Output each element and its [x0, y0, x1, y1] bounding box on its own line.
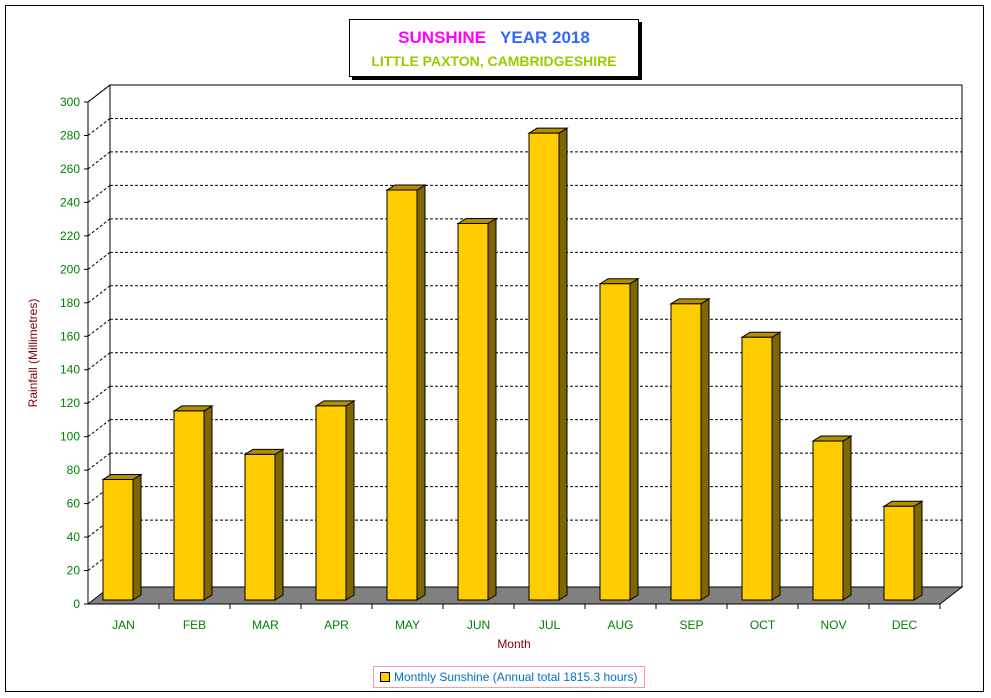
x-tick-label: DEC [892, 618, 918, 632]
bar-side [203, 405, 213, 601]
bar-oct [740, 331, 782, 601]
bar [173, 410, 205, 601]
x-tick-label: APR [324, 618, 349, 632]
x-axis-title: Month [497, 637, 530, 651]
x-tick-label: NOV [820, 618, 846, 632]
title-box: SUNSHINE YEAR 2018 LITTLE PAXTON, CAMBRID… [349, 19, 639, 77]
grid-line-side [87, 318, 111, 337]
bar [812, 440, 844, 601]
bar-mar [243, 448, 285, 601]
bar-side [700, 297, 710, 601]
grid-line-side [87, 419, 111, 438]
bar-side [487, 217, 497, 601]
y-tick-label: 0 [73, 597, 80, 611]
bar-side [345, 399, 355, 601]
bar-side [771, 331, 781, 601]
bar [315, 405, 347, 601]
bar-aug [598, 277, 640, 601]
y-tick-label: 40 [67, 530, 81, 544]
chart-subtitle: LITTLE PAXTON, CAMBRIDGESHIRE [371, 53, 617, 69]
x-tick-label: AUG [607, 618, 633, 632]
y-tick-label: 240 [60, 195, 80, 209]
legend: Monthly Sunshine (Annual total 1815.3 ho… [373, 666, 645, 688]
bar-nov [811, 435, 853, 601]
chart-title: SUNSHINE YEAR 2018 [350, 28, 638, 48]
grid-line-side [87, 285, 111, 304]
y-tick-label: 80 [67, 463, 81, 477]
bar-dec [882, 500, 924, 601]
y-tick-label: 300 [60, 95, 80, 109]
y-tick-label: 120 [60, 396, 80, 410]
grid-line-side [87, 452, 111, 471]
bar-jun [456, 217, 498, 601]
grid-line-side [87, 352, 111, 371]
x-tick-label: SEP [679, 618, 703, 632]
x-tick-label: JUL [539, 618, 561, 632]
bar [102, 479, 134, 601]
bar-may [385, 184, 427, 601]
y-axis-title: Rainfall (Millimetres) [26, 299, 40, 408]
bar-side [913, 500, 923, 601]
y-tick-label: 220 [60, 229, 80, 243]
grid-line-side [87, 185, 111, 203]
legend-swatch [380, 672, 390, 682]
bar-jul [527, 127, 569, 601]
y-tick-label: 180 [60, 296, 80, 310]
bar-jan [101, 473, 143, 601]
y-tick-label: 140 [60, 363, 80, 377]
bar [528, 132, 560, 601]
bar-side [558, 127, 568, 601]
x-tick-label: FEB [183, 618, 206, 632]
y-tick-label: 100 [60, 430, 80, 444]
y-tick-label: 260 [60, 162, 80, 176]
grid-line-side [87, 218, 111, 237]
bar-side [842, 435, 852, 601]
x-tick-label: MAR [252, 618, 279, 632]
bar [457, 223, 489, 601]
y-tick-label: 20 [67, 564, 81, 578]
x-tick-label: JAN [112, 618, 135, 632]
grid-line-side [87, 118, 111, 136]
grid-line-side [87, 151, 111, 170]
bar-side [416, 184, 426, 601]
x-tick-label: MAY [395, 618, 420, 632]
y-tick-label: 160 [60, 329, 80, 343]
legend-label: Monthly Sunshine (Annual total 1815.3 ho… [394, 670, 638, 684]
bar [883, 505, 915, 601]
bar-feb [172, 405, 214, 601]
title-part2: YEAR 2018 [500, 28, 590, 47]
bar [244, 453, 276, 601]
bar-sep [669, 297, 711, 601]
bar-side [629, 277, 639, 601]
title-part1: SUNSHINE [398, 28, 487, 47]
y-tick-label: 280 [60, 128, 80, 142]
y-tick-label: 60 [67, 497, 81, 511]
x-tick-label: OCT [750, 618, 776, 632]
bar [386, 189, 418, 601]
bar-apr [314, 399, 356, 601]
grid-line-side [87, 251, 111, 270]
bar-side [132, 473, 142, 601]
bar [599, 283, 631, 601]
bar [670, 303, 702, 601]
bar-side [274, 448, 284, 601]
bar [741, 336, 773, 601]
grid-line-side [87, 385, 111, 404]
y-tick-label: 200 [60, 262, 80, 276]
x-tick-label: JUN [467, 618, 490, 632]
